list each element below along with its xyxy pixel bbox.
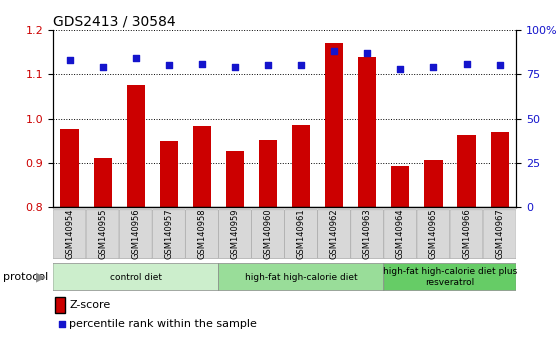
Point	[363, 50, 372, 56]
FancyBboxPatch shape	[152, 210, 185, 258]
FancyBboxPatch shape	[218, 263, 384, 291]
Point	[297, 63, 306, 68]
FancyBboxPatch shape	[384, 210, 417, 258]
FancyBboxPatch shape	[53, 263, 218, 291]
Text: percentile rank within the sample: percentile rank within the sample	[69, 319, 257, 329]
Point	[429, 64, 438, 70]
Point	[57, 321, 66, 327]
Text: high-fat high-calorie diet plus
resveratrol: high-fat high-calorie diet plus resverat…	[383, 267, 517, 287]
Text: GSM140956: GSM140956	[131, 208, 140, 259]
Bar	[60, 129, 79, 207]
Bar	[226, 151, 244, 207]
Text: protocol: protocol	[3, 272, 48, 282]
Bar	[94, 158, 112, 207]
FancyBboxPatch shape	[53, 210, 86, 258]
FancyBboxPatch shape	[86, 210, 119, 258]
Text: GSM140963: GSM140963	[363, 208, 372, 259]
FancyBboxPatch shape	[285, 210, 318, 258]
Text: GSM140964: GSM140964	[396, 208, 405, 259]
FancyBboxPatch shape	[318, 210, 351, 258]
Bar	[358, 57, 377, 207]
Text: GSM140966: GSM140966	[462, 208, 471, 259]
Bar	[490, 132, 509, 207]
Text: Z-score: Z-score	[69, 300, 110, 310]
Point	[396, 66, 405, 72]
Text: GDS2413 / 30584: GDS2413 / 30584	[53, 15, 176, 29]
Text: GSM140961: GSM140961	[297, 208, 306, 259]
Point	[230, 64, 239, 70]
FancyBboxPatch shape	[119, 210, 152, 258]
FancyBboxPatch shape	[218, 210, 252, 258]
Bar	[127, 85, 145, 207]
Bar	[160, 141, 178, 207]
FancyBboxPatch shape	[417, 210, 450, 258]
Point	[98, 64, 107, 70]
Text: control diet: control diet	[110, 273, 162, 281]
Point	[462, 61, 471, 67]
Text: GSM140954: GSM140954	[65, 209, 74, 259]
Text: GSM140958: GSM140958	[198, 208, 206, 259]
Point	[263, 63, 272, 68]
FancyBboxPatch shape	[384, 263, 516, 291]
Bar	[193, 126, 211, 207]
Bar	[458, 135, 475, 207]
Bar	[259, 140, 277, 207]
Point	[164, 63, 173, 68]
Text: GSM140955: GSM140955	[98, 209, 107, 259]
Text: GSM140957: GSM140957	[164, 208, 174, 259]
Text: GSM140962: GSM140962	[330, 208, 339, 259]
Text: ▶: ▶	[36, 270, 46, 283]
Point	[495, 63, 504, 68]
FancyBboxPatch shape	[351, 210, 384, 258]
FancyBboxPatch shape	[450, 210, 483, 258]
Bar	[424, 160, 442, 207]
Text: GSM140967: GSM140967	[495, 208, 504, 259]
FancyBboxPatch shape	[483, 210, 516, 258]
Point	[131, 56, 140, 61]
Text: high-fat high-calorie diet: high-fat high-calorie diet	[245, 273, 358, 281]
Text: GSM140960: GSM140960	[263, 208, 272, 259]
Point	[65, 57, 74, 63]
Point	[198, 61, 206, 67]
Point	[330, 48, 339, 54]
Text: GSM140965: GSM140965	[429, 208, 438, 259]
Text: GSM140959: GSM140959	[230, 209, 239, 259]
FancyBboxPatch shape	[185, 210, 218, 258]
Bar	[292, 125, 310, 207]
Bar	[325, 43, 343, 207]
FancyBboxPatch shape	[252, 210, 285, 258]
Bar	[391, 166, 410, 207]
